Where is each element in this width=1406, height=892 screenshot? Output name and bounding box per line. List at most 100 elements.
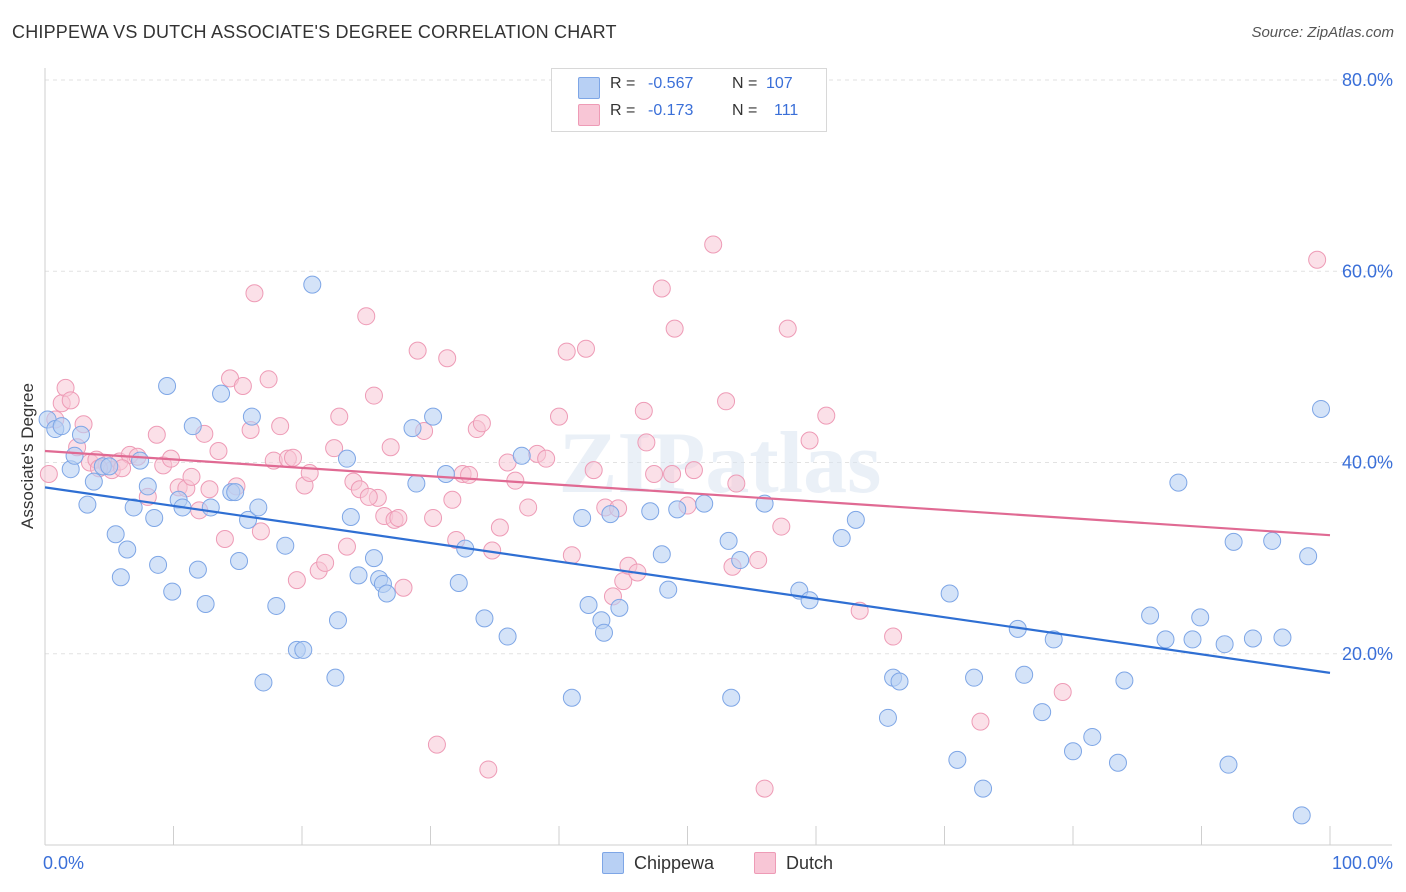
chippewa-point (212, 384, 231, 403)
chippewa-point (118, 540, 137, 559)
chippewa-point (562, 688, 581, 707)
dutch-point (584, 461, 603, 480)
chippewa-point (1083, 727, 1102, 746)
chippewa-point (183, 417, 202, 436)
dutch-point (39, 464, 58, 483)
chippewa-point (337, 449, 356, 468)
r-label-chippewa: R = (610, 75, 636, 92)
chippewa-point (424, 407, 443, 426)
r-value-dutch: -0.173 (648, 102, 694, 119)
dutch-legend-label: Dutch (786, 852, 834, 873)
dutch-point (182, 467, 201, 486)
chippewa-point (641, 502, 660, 521)
dutch-point (519, 498, 538, 517)
chart-title: CHIPPEWA VS DUTCH ASSOCIATE'S DEGREE COR… (12, 22, 617, 42)
chippewa-point (249, 498, 268, 517)
dutch-point (772, 517, 791, 536)
dutch-point (749, 551, 768, 570)
n-value-chippewa: 107 (766, 75, 793, 92)
chippewa-point (403, 419, 422, 438)
chippewa-point (1243, 629, 1262, 648)
chippewa-point (1299, 547, 1318, 566)
chippewa-point (196, 595, 215, 614)
y-tick-label: 40.0% (1342, 453, 1393, 473)
dutch-point (389, 508, 408, 527)
chippewa-point (276, 536, 295, 555)
dutch-point (284, 448, 303, 467)
chippewa-point (1292, 806, 1311, 825)
dutch-point (316, 553, 335, 572)
chippewa-point (1273, 628, 1292, 647)
tick-labels: 20.0% 40.0% 60.0% 80.0% 0.0% 100.0% (43, 70, 1393, 873)
dutch-point (424, 508, 443, 527)
chippewa-point (940, 584, 959, 603)
dutch-point (778, 319, 797, 338)
chippewa-point (668, 500, 687, 519)
axis-layer (44, 68, 1392, 846)
dutch-point (472, 414, 491, 433)
chippewa-point (149, 555, 168, 574)
dutch-point (576, 339, 595, 358)
chippewa-point (722, 688, 741, 707)
dutch-point (550, 407, 568, 426)
chippewa-point (328, 611, 347, 630)
legend-item-dutch[interactable]: Dutch (754, 852, 833, 874)
dutch-point (147, 425, 166, 444)
chippewa-point (407, 474, 426, 493)
dutch-point (557, 342, 576, 361)
chippewa-point (974, 779, 993, 798)
grid-layer (45, 79, 1392, 655)
dutch-point (61, 391, 80, 410)
dutch-point (259, 370, 278, 389)
dutch-point (337, 537, 356, 556)
dutch-point (727, 474, 746, 493)
chippewa-point (1169, 473, 1188, 492)
dutch-trend-line (44, 449, 1331, 537)
chippewa-point (106, 525, 125, 544)
dutch-point (634, 401, 653, 420)
dutch-legend-swatch (754, 852, 776, 874)
dutch-point (1053, 683, 1072, 701)
chippewa-point (498, 627, 517, 646)
chippewa-point (948, 750, 967, 769)
dutch-point (755, 779, 774, 798)
chippewa-point (1219, 755, 1238, 774)
dutch-point (364, 386, 383, 405)
chippewa-point (652, 545, 671, 564)
chippewa-point (1033, 703, 1052, 722)
dutch-point (460, 465, 479, 484)
dutch-point (684, 461, 703, 480)
chippewa-point (800, 591, 819, 610)
chippewa-point (131, 451, 150, 470)
chippewa-point (579, 595, 598, 614)
dutch-point (251, 522, 270, 541)
chippewa-trend-line (44, 486, 1331, 674)
chippewa-point (1156, 630, 1175, 649)
chippewa-legend-label: Chippewa (634, 852, 715, 873)
chippewa-point (1064, 742, 1082, 761)
dutch-point (817, 406, 836, 425)
dutch-point (359, 487, 378, 506)
y-tick-label: 20.0% (1342, 644, 1393, 664)
legend-item-chippewa[interactable]: Chippewa (602, 852, 714, 874)
y-tick-label: 80.0% (1342, 70, 1393, 90)
chippewa-point (294, 640, 313, 659)
chippewa-point (719, 531, 738, 550)
dutch-point (330, 407, 349, 426)
chippewa-point (1191, 608, 1210, 627)
chippewa-point (377, 584, 396, 603)
chippewa-point (659, 580, 678, 599)
chippewa-point (111, 568, 130, 587)
chippewa-point (890, 672, 909, 691)
dutch-point (394, 578, 413, 597)
r-label-dutch: R = (610, 102, 636, 119)
chippewa-point (242, 407, 261, 426)
chippewa-point (84, 472, 103, 491)
dutch-point (200, 480, 219, 499)
n-value-dutch: 111 (774, 102, 799, 119)
dutch-point (287, 571, 306, 590)
chippewa-point (846, 510, 865, 529)
dutch-points (39, 235, 1327, 798)
dutch-point (233, 377, 252, 395)
dutch-point (717, 392, 736, 411)
